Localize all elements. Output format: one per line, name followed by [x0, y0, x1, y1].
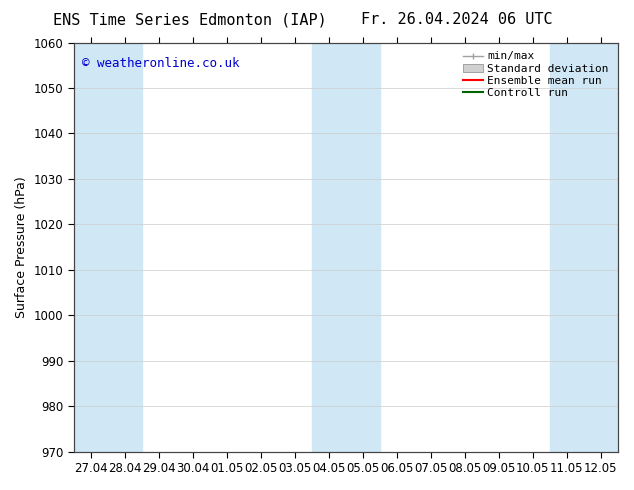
- Text: © weatheronline.co.uk: © weatheronline.co.uk: [82, 57, 240, 70]
- Bar: [74, 43, 142, 452]
- Bar: [550, 43, 618, 452]
- Bar: [312, 43, 380, 452]
- Legend: min/max, Standard deviation, Ensemble mean run, Controll run: min/max, Standard deviation, Ensemble me…: [460, 48, 612, 101]
- Y-axis label: Surface Pressure (hPa): Surface Pressure (hPa): [15, 176, 28, 318]
- Text: ENS Time Series Edmonton (IAP): ENS Time Series Edmonton (IAP): [53, 12, 327, 27]
- Text: Fr. 26.04.2024 06 UTC: Fr. 26.04.2024 06 UTC: [361, 12, 552, 27]
